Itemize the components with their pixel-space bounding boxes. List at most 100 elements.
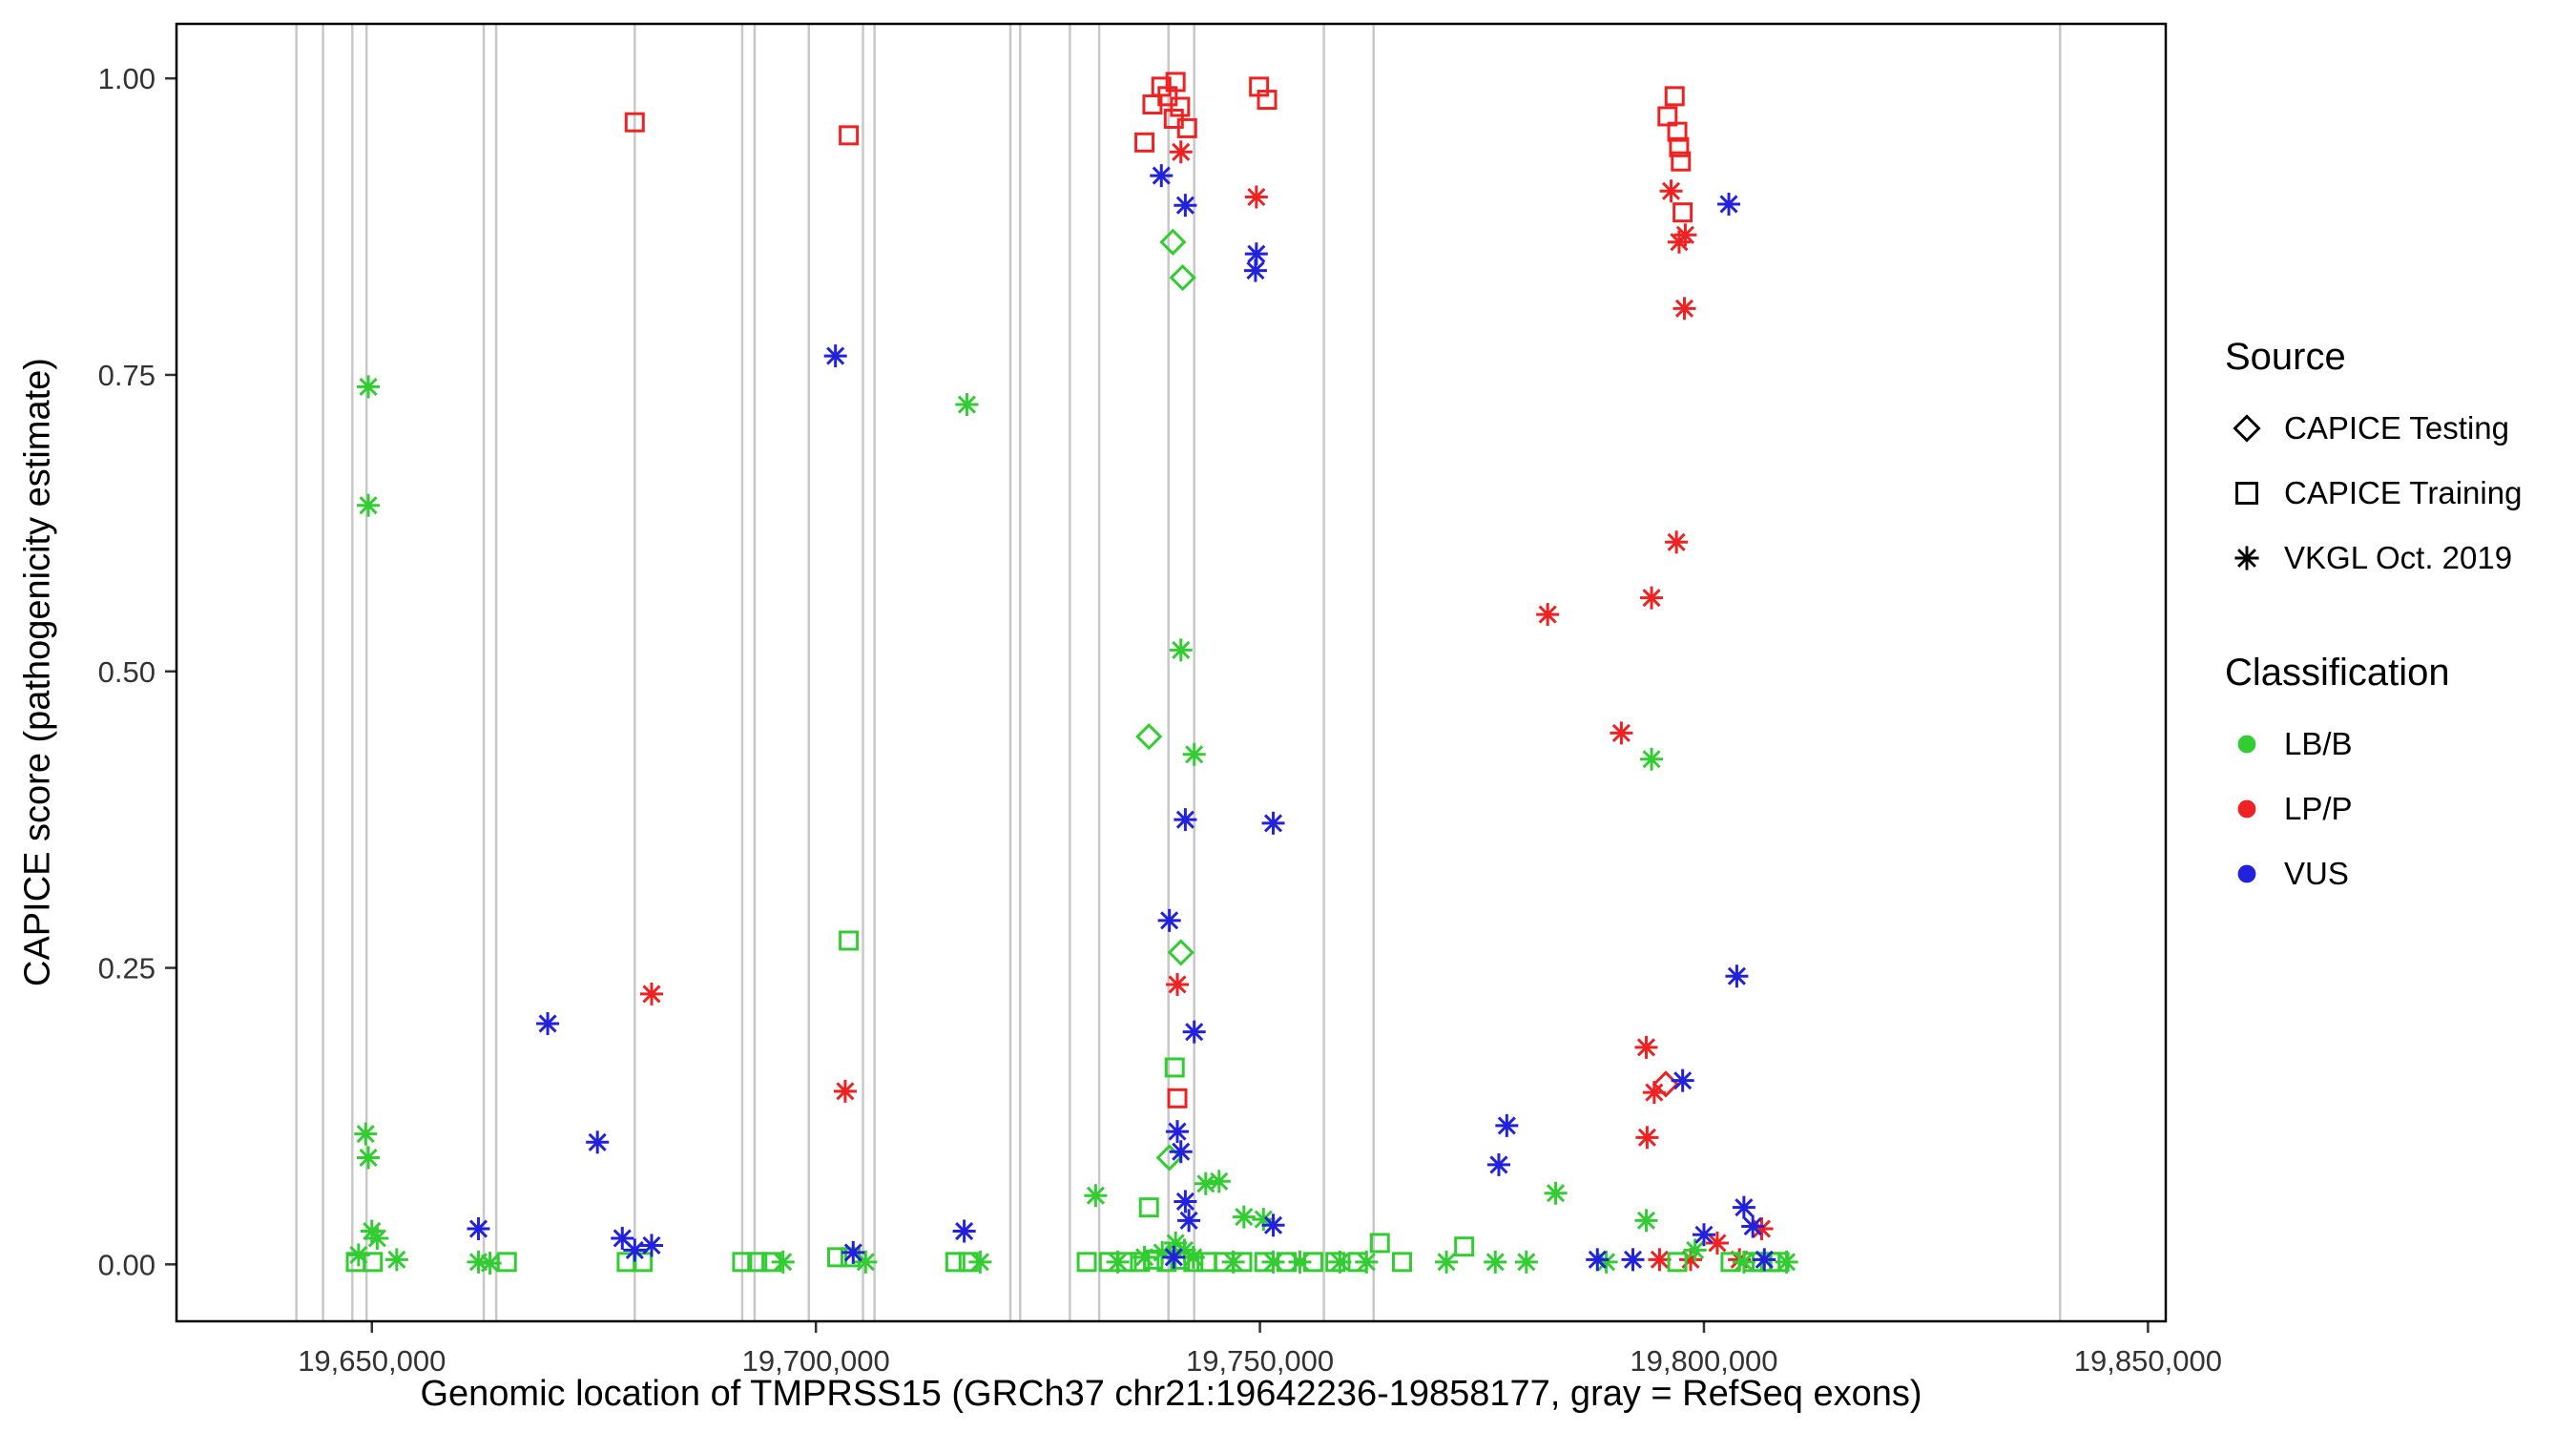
point-asterisk (1232, 1205, 1256, 1229)
x-tick-label: 19,750,000 (1186, 1344, 1334, 1378)
point-diamond (1169, 263, 1196, 292)
point-asterisk (357, 375, 381, 399)
point-square (1664, 86, 1685, 107)
point-square (1671, 151, 1692, 172)
point-asterisk (1261, 811, 1285, 835)
legend-item-label: CAPICE Training (2284, 475, 2523, 510)
point-asterisk (1642, 1081, 1666, 1105)
blue-dot-icon (2237, 864, 2256, 883)
point-asterisk (1182, 742, 1206, 766)
point-asterisk (1732, 1195, 1755, 1219)
point-asterisk (611, 1226, 634, 1250)
x-axis-title: Genomic location of TMPRSS15 (GRCh37 chr… (420, 1374, 1922, 1414)
point-asterisk (1177, 1209, 1201, 1233)
point-square (839, 125, 860, 146)
y-tick-label: 0.25 (98, 952, 156, 985)
legend-item-vus: VUS (2225, 849, 2568, 899)
legend-item-label: LP/P (2284, 791, 2353, 826)
plot-canvas: 19,650,000 19,700,000 19,750,000 19,800,000… (98, 22, 2222, 1378)
point-asterisk (1725, 964, 1749, 988)
point-square (1667, 121, 1688, 142)
point-square (1134, 132, 1155, 153)
point-asterisk (1484, 1250, 1507, 1274)
point-square (1176, 117, 1197, 138)
point-square (732, 1252, 753, 1273)
point-asterisk (1648, 1248, 1672, 1272)
point-asterisk (623, 1238, 647, 1262)
point-asterisk (1659, 179, 1683, 203)
point-asterisk (1288, 1250, 1312, 1274)
point-asterisk (1328, 1250, 1352, 1274)
point-asterisk (1150, 164, 1174, 188)
point-asterisk (1672, 297, 1696, 321)
point-square (747, 1252, 768, 1273)
point-asterisk (365, 1226, 389, 1250)
point-asterisk (346, 1243, 370, 1267)
legend-classification-group: Classification LB/B LP/P VUS (2225, 652, 2568, 899)
point-square (633, 1252, 654, 1273)
point-asterisk (1635, 1126, 1659, 1150)
point-asterisk (639, 982, 663, 1006)
point-asterisk (467, 1217, 490, 1241)
point-asterisk (952, 1219, 976, 1243)
point-asterisk (1732, 1250, 1755, 1274)
point-asterisk (1166, 1120, 1190, 1144)
point-asterisk (1252, 1208, 1276, 1232)
point-asterisk (536, 1011, 560, 1035)
point-asterisk (1166, 972, 1190, 996)
point-asterisk (1174, 1190, 1197, 1213)
point-square (1454, 1236, 1475, 1257)
point-asterisk (1169, 140, 1193, 164)
point-square (1392, 1252, 1413, 1273)
point-asterisk (1221, 1250, 1245, 1274)
panel-border (175, 22, 2168, 1323)
point-asterisk (1683, 1238, 1707, 1262)
point-asterisk (1775, 1250, 1798, 1274)
point-asterisk (968, 1250, 992, 1274)
point-asterisk (1244, 242, 1268, 266)
y-tick-label: 0.50 (98, 655, 156, 689)
point-asterisk (1261, 1213, 1285, 1237)
point-asterisk (1544, 1181, 1568, 1205)
legend-source-group: Source CAPICE Testing CAPICE Training (2225, 336, 2568, 583)
legend-classification-title: Classification (2225, 652, 2450, 694)
point-asterisk (1169, 638, 1193, 662)
point-square (1672, 202, 1693, 223)
point-asterisk (1610, 721, 1633, 745)
point-square (827, 1247, 848, 1268)
point-asterisk (823, 344, 847, 368)
legend-item-label: LB/B (2284, 726, 2353, 761)
point-asterisk (1753, 1248, 1776, 1272)
point-asterisk (1106, 1250, 1130, 1274)
asterisk-icon (2234, 546, 2259, 570)
point-asterisk (1132, 1245, 1156, 1269)
point-asterisk (1634, 1035, 1658, 1059)
point-asterisk (1157, 908, 1181, 932)
point-square (1165, 72, 1186, 93)
point-asterisk (1673, 223, 1697, 247)
y-tick-label: 0.00 (98, 1248, 156, 1281)
point-square (1369, 1233, 1390, 1254)
legend-item-lbb: LB/B (2225, 719, 2568, 769)
point-asterisk (1705, 1231, 1729, 1255)
x-tick-label: 19,650,000 (298, 1344, 446, 1378)
point-asterisk (771, 1250, 795, 1274)
point-asterisk (1586, 1248, 1610, 1272)
point-asterisk (1162, 1245, 1186, 1269)
point-asterisk (1621, 1248, 1645, 1272)
legend-item-capice-testing: CAPICE Testing (2225, 404, 2568, 453)
point-square (1164, 1057, 1185, 1078)
point-square (1076, 1252, 1097, 1273)
point-asterisk (1207, 1170, 1231, 1193)
legend-item-label: VKGL Oct. 2019 (2284, 540, 2513, 575)
point-square (1167, 1088, 1188, 1109)
x-tick-label: 19,850,000 (2074, 1344, 2222, 1378)
point-asterisk (357, 493, 381, 517)
point-asterisk (955, 393, 979, 417)
point-asterisk (1536, 603, 1560, 627)
point-asterisk (854, 1250, 878, 1274)
point-asterisk (1174, 808, 1197, 832)
point-square (945, 1252, 966, 1273)
point-asterisk (1671, 1068, 1694, 1092)
